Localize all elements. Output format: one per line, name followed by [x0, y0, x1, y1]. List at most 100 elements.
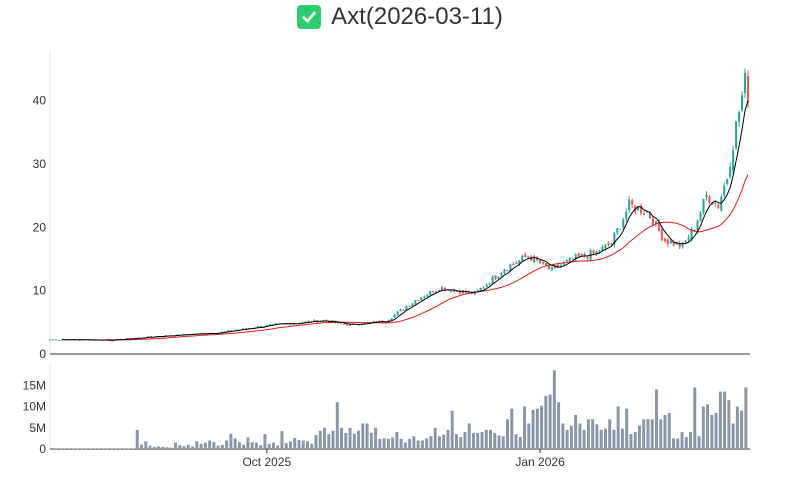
candle-up [726, 179, 729, 184]
candle-up [696, 221, 699, 231]
candle-down [259, 325, 262, 328]
volume-bar [629, 434, 633, 449]
volume-bar [463, 432, 467, 449]
volume-bar [242, 444, 246, 449]
candle-up [414, 300, 417, 304]
volume-bar [344, 432, 348, 449]
candle-up [527, 256, 530, 258]
volume-bar [531, 409, 535, 449]
candle-up [604, 244, 607, 249]
candle-down [717, 204, 720, 209]
volume-bar [399, 438, 403, 449]
candle-down [577, 253, 580, 257]
candle-up [729, 167, 732, 177]
candle-up [60, 339, 63, 341]
volume-bar [67, 448, 71, 450]
candle-down [539, 259, 542, 264]
volume-bar [212, 441, 216, 449]
volume-bar [195, 441, 199, 449]
volume-bar [599, 429, 603, 449]
volume-bar [263, 434, 267, 449]
volume-bar [420, 440, 424, 449]
volume-bar [459, 437, 463, 449]
candle-up [619, 228, 622, 230]
volume-bar [650, 419, 654, 449]
volume-bar [233, 438, 237, 449]
volume-bar [425, 438, 429, 449]
candle-down [648, 212, 652, 219]
candle-down [571, 258, 574, 260]
candle-down [494, 275, 497, 279]
volume-bar [450, 410, 454, 449]
volume-bar [620, 428, 624, 449]
candle-down [586, 257, 589, 259]
volume-bar [489, 429, 492, 449]
volume-bar [365, 423, 369, 449]
candle-up [595, 251, 598, 255]
volume-bar [97, 448, 101, 450]
candle-up [482, 287, 485, 289]
volume-bar [523, 406, 527, 449]
volume-bar [514, 434, 518, 449]
volume-bar [306, 441, 309, 449]
volume-bar [476, 432, 480, 449]
candle-up [521, 255, 524, 262]
volume-bar [595, 424, 599, 449]
candle-up [57, 339, 60, 341]
candle-up [423, 296, 426, 298]
volume-bar [50, 448, 54, 449]
volume-bar [71, 448, 75, 450]
candle-down [651, 218, 654, 227]
candle-up [687, 237, 690, 240]
candle-up [479, 288, 482, 291]
volume-bar [54, 448, 58, 450]
candle-up [51, 339, 55, 341]
volume-bar [280, 431, 284, 449]
candle-down [631, 200, 634, 205]
volume-bar [731, 423, 735, 449]
candle-up [684, 240, 687, 242]
candle-up [420, 297, 423, 301]
candle-up [491, 276, 494, 284]
candle-up [580, 254, 583, 257]
volume-bar [442, 434, 446, 449]
volume-y-tick-label: 0 [39, 442, 46, 456]
volume-bar [76, 448, 80, 450]
volume-bar [174, 442, 178, 449]
volume-bar [357, 430, 361, 449]
candle-up [637, 206, 640, 211]
check-mark-icon [297, 5, 322, 29]
candle-down [345, 324, 349, 326]
volume-bar [140, 444, 143, 449]
volume-bar [271, 442, 275, 449]
volume-bar [310, 443, 314, 449]
volume-bar [493, 432, 497, 449]
volume-bar [220, 444, 224, 449]
candle-up [452, 290, 455, 292]
candle-up [598, 251, 601, 253]
volume-y-tick-label: 10M [23, 400, 46, 414]
volume-bar [544, 395, 548, 449]
volume-bar [569, 425, 573, 449]
candle-up [509, 264, 512, 271]
volume-bar [369, 432, 373, 449]
volume-bar [114, 448, 118, 450]
candle-up [610, 243, 613, 245]
volume-bar [122, 448, 126, 450]
volume-bar [374, 427, 378, 449]
volume-bar [735, 406, 739, 449]
price-y-tick-label: 20 [33, 220, 47, 234]
volume-bar [110, 448, 114, 450]
candle-up [256, 326, 259, 328]
volume-bar [152, 446, 156, 449]
volume-bar [616, 406, 620, 449]
check-mark-icon-svg [302, 11, 316, 23]
candle-down [54, 339, 57, 341]
candle-down [432, 291, 435, 293]
volume-bar [361, 423, 365, 449]
volume-bar [467, 423, 471, 449]
chart-title-text: Axt(2026-03-11) [331, 3, 503, 30]
volume-bar [633, 432, 637, 449]
volume-bar [548, 394, 552, 449]
candle-up [542, 262, 545, 264]
